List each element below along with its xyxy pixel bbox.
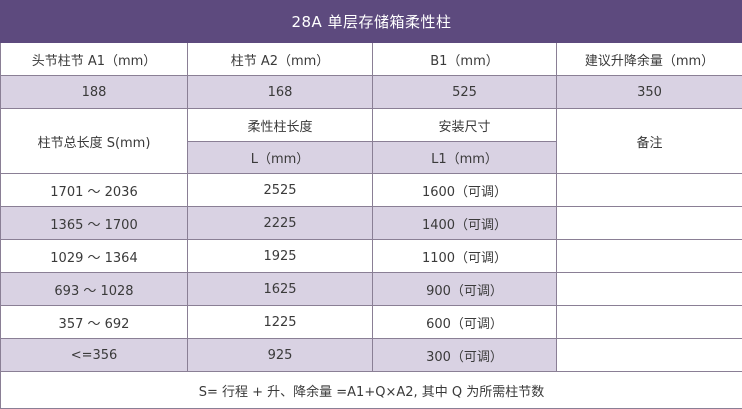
header-a2: 柱节 A2（mm）: [187, 42, 373, 76]
cell-s: 357 ～ 692: [0, 305, 188, 339]
cell-remark: [556, 305, 742, 339]
cell-l: 2225: [187, 206, 373, 240]
cell-l1: 1100（可调）: [372, 239, 557, 273]
footnote: S= 行程 + 升、降余量 =A1+Q×A2, 其中 Q 为所需柱节数: [0, 371, 742, 409]
cell-s: 1029 ～ 1364: [0, 239, 188, 273]
header-install-size: 安装尺寸: [372, 108, 557, 142]
cell-remark: [556, 173, 742, 207]
cell-s: 1701 ～ 2036: [0, 173, 188, 207]
value-a1: 188: [0, 75, 188, 109]
cell-remark: [556, 272, 742, 306]
table-row: 1701 ～ 2036 2525 1600（可调）: [0, 173, 742, 207]
value-lift: 350: [556, 75, 742, 109]
header-row: 头节柱节 A1（mm） 柱节 A2（mm） B1（mm） 建议升降余量（mm）: [0, 42, 742, 76]
table-row: <=356 925 300（可调）: [0, 338, 742, 372]
cell-l1: 1600（可调）: [372, 173, 557, 207]
header-remark: 备注: [556, 108, 742, 174]
cell-l1: 1400（可调）: [372, 206, 557, 240]
cell-s: 693 ～ 1028: [0, 272, 188, 306]
cell-l: 1625: [187, 272, 373, 306]
header-install-unit: L1（mm）: [372, 141, 557, 174]
value-a2: 168: [187, 75, 373, 109]
table-title: 28A 单层存储箱柔性柱: [0, 0, 742, 43]
table-row: 1365 ～ 1700 2225 1400（可调）: [0, 206, 742, 240]
cell-remark: [556, 206, 742, 240]
cell-l: 1225: [187, 305, 373, 339]
sub-header-row: 柱节总长度 S(mm) 柔性柱长度 安装尺寸 备注: [0, 108, 742, 174]
cell-s: 1365 ～ 1700: [0, 206, 188, 240]
header-flex-unit: L（mm）: [187, 141, 373, 174]
value-b1: 525: [372, 75, 557, 109]
cell-s: <=356: [0, 338, 188, 372]
footnote-row: S= 行程 + 升、降余量 =A1+Q×A2, 其中 Q 为所需柱节数: [0, 371, 742, 409]
header-a1: 头节柱节 A1（mm）: [0, 42, 188, 76]
cell-l1: 600（可调）: [372, 305, 557, 339]
header-total-length: 柱节总长度 S(mm): [0, 108, 188, 174]
cell-l: 2525: [187, 173, 373, 207]
cell-l1: 900（可调）: [372, 272, 557, 306]
cell-remark: [556, 239, 742, 273]
header-flex-length: 柔性柱长度: [187, 108, 373, 142]
table-row: 357 ～ 692 1225 600（可调）: [0, 305, 742, 339]
base-values-row: 188 168 525 350: [0, 75, 742, 109]
title-row: 28A 单层存储箱柔性柱: [0, 0, 742, 43]
header-lift: 建议升降余量（mm）: [556, 42, 742, 76]
table-row: 693 ～ 1028 1625 900（可调）: [0, 272, 742, 306]
header-b1: B1（mm）: [372, 42, 557, 76]
cell-l: 925: [187, 338, 373, 372]
cell-l: 1925: [187, 239, 373, 273]
cell-l1: 300（可调）: [372, 338, 557, 372]
sub-header-unit-row: L（mm） L1（mm）: [1, 141, 742, 174]
cell-remark: [556, 338, 742, 372]
table-row: 1029 ～ 1364 1925 1100（可调）: [0, 239, 742, 273]
